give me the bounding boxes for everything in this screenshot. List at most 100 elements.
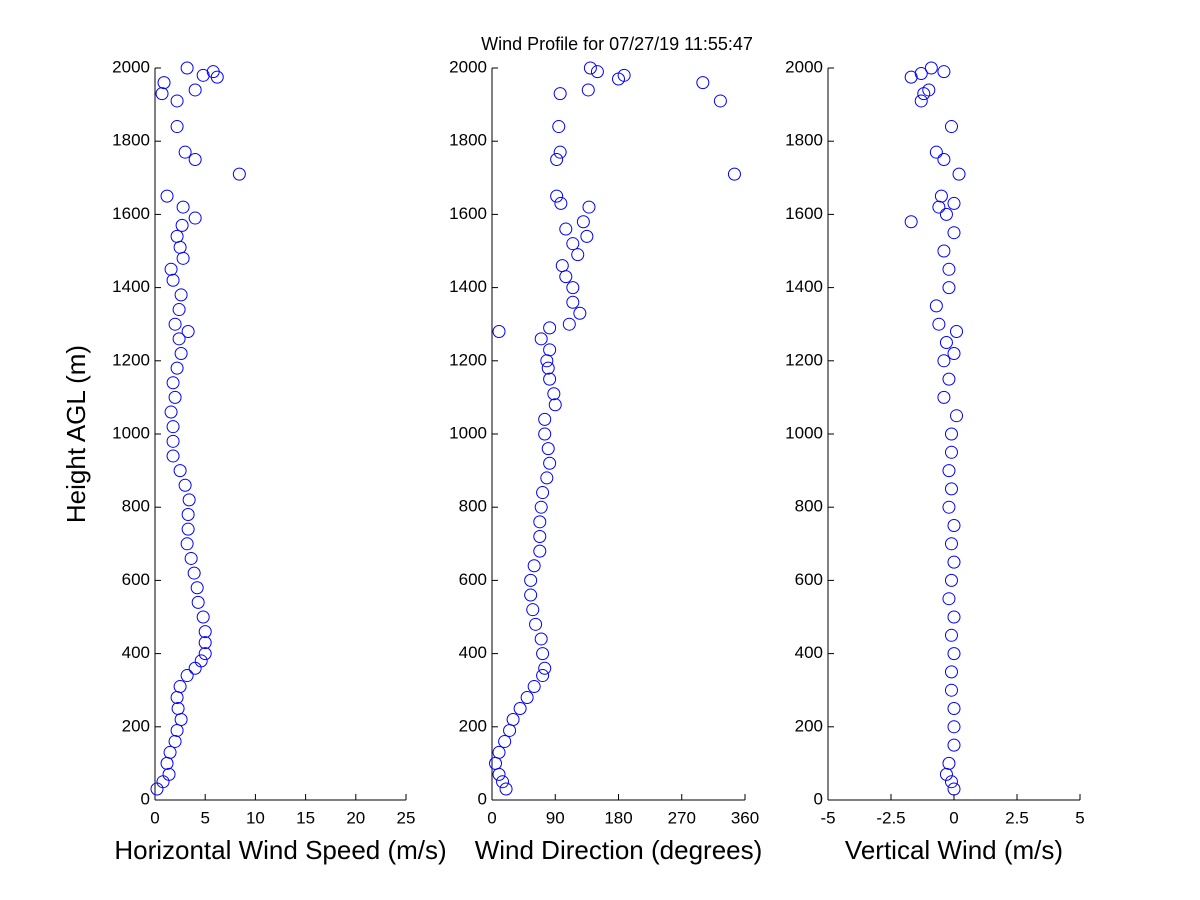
point (932, 317, 946, 331)
point (555, 259, 569, 273)
point (180, 61, 194, 75)
y-tick-label: 0 (814, 789, 823, 808)
point (947, 782, 961, 796)
y-tick-label: 2000 (112, 57, 150, 76)
point (947, 738, 961, 752)
point (198, 636, 212, 650)
point (947, 610, 961, 624)
y-tick-label: 1200 (112, 350, 150, 369)
y-tick-label: 0 (141, 789, 150, 808)
y-tick-label: 1600 (449, 204, 487, 223)
point (206, 65, 220, 79)
point (942, 281, 956, 295)
point (543, 456, 557, 470)
point (550, 189, 564, 203)
x-axis-label: Vertical Wind (m/s) (845, 835, 1063, 865)
point (929, 145, 943, 159)
point (173, 680, 187, 694)
point (562, 317, 576, 331)
point (559, 270, 573, 284)
point (543, 343, 557, 357)
chart-title: Wind Profile for 07/27/19 11:55:47 (481, 34, 753, 54)
point (526, 603, 540, 617)
point (173, 464, 187, 478)
point (944, 120, 958, 134)
y-tick-label: 1600 (112, 204, 150, 223)
y-tick-label: 2000 (449, 57, 487, 76)
point (150, 782, 164, 796)
point (178, 145, 192, 159)
point (942, 500, 956, 514)
point (187, 566, 201, 580)
point (947, 702, 961, 715)
point (492, 767, 506, 781)
point (524, 573, 538, 587)
x-tick-label: 0 (150, 808, 159, 827)
y-tick-label: 800 (459, 497, 487, 516)
point (524, 588, 538, 602)
y-tick-label: 1800 (449, 131, 487, 150)
point (160, 189, 174, 203)
point (947, 647, 961, 661)
point (492, 745, 506, 759)
x-tick-label: 20 (346, 808, 365, 827)
point (157, 76, 171, 90)
point (489, 756, 503, 770)
y-tick-label: 1800 (785, 131, 823, 150)
point (540, 471, 554, 485)
point (550, 153, 564, 166)
point (527, 680, 541, 694)
point (168, 390, 182, 404)
point (164, 405, 178, 419)
x-axis-label: Horizontal Wind Speed (m/s) (114, 835, 446, 865)
x-tick-label: -2.5 (876, 808, 905, 827)
point (924, 61, 938, 75)
point (947, 519, 961, 532)
point (166, 376, 180, 390)
point (527, 559, 541, 573)
point (573, 306, 587, 320)
x-tick-label: 270 (668, 808, 696, 827)
point (188, 153, 202, 166)
point (543, 321, 557, 335)
point (944, 665, 958, 679)
point (543, 372, 557, 386)
point (184, 551, 198, 565)
point (496, 775, 510, 789)
point (174, 346, 188, 360)
point (536, 486, 550, 500)
point (176, 200, 190, 214)
point (950, 325, 964, 339)
point (513, 702, 527, 715)
point (540, 354, 554, 368)
point (162, 767, 176, 781)
point (547, 387, 561, 401)
point (944, 482, 958, 496)
point (944, 537, 958, 551)
y-tick-label: 1000 (449, 423, 487, 442)
y-tick-label: 2000 (785, 57, 823, 76)
point (929, 299, 943, 313)
point (170, 229, 184, 243)
point (194, 654, 208, 668)
point (190, 581, 204, 595)
y-tick-label: 1200 (785, 350, 823, 369)
point (541, 442, 555, 456)
point (198, 647, 212, 661)
point (196, 68, 210, 82)
x-tick-label: 5 (200, 808, 209, 827)
point (696, 76, 710, 90)
x-tick-label: 0 (949, 808, 958, 827)
y-tick-label: 0 (478, 789, 487, 808)
point (164, 262, 178, 276)
point (174, 712, 188, 726)
point (163, 745, 177, 759)
point (506, 712, 520, 726)
point (947, 555, 961, 569)
x-tick-label: 10 (246, 808, 265, 827)
point (904, 215, 918, 229)
x-axis-label: Wind Direction (degrees) (475, 835, 763, 865)
point (503, 723, 517, 737)
point (937, 354, 951, 368)
point (170, 723, 184, 737)
